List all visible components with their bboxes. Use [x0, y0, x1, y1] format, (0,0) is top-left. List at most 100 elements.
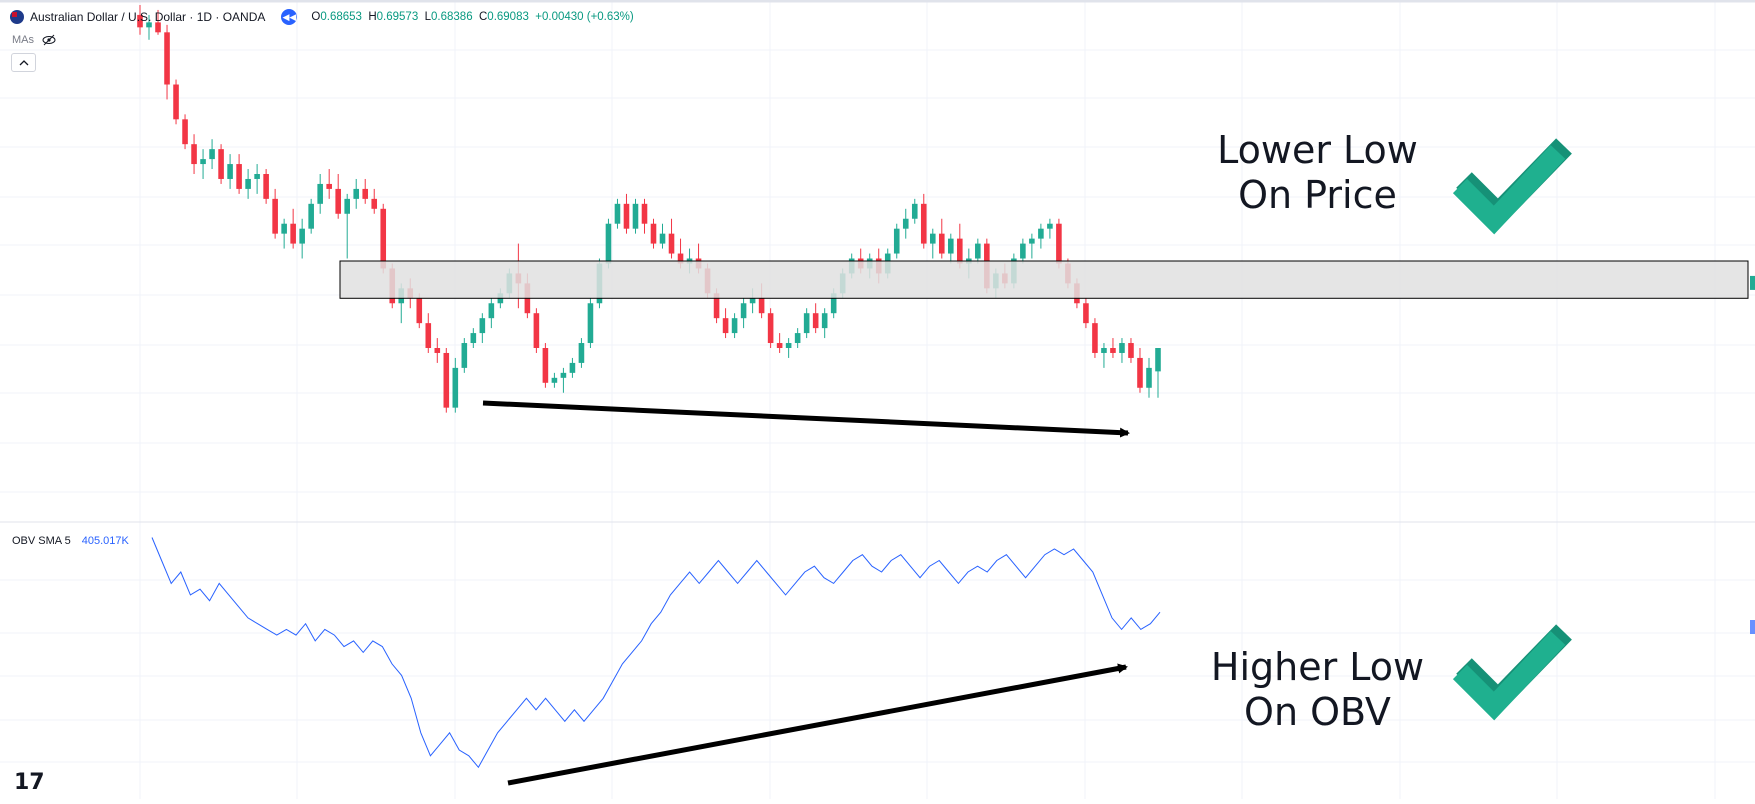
candle-body: [542, 348, 549, 383]
candle-body: [929, 233, 936, 244]
candle-body: [1092, 323, 1098, 353]
candle-body: [182, 119, 188, 145]
replay-icon[interactable]: ◀◀: [281, 9, 298, 25]
candle-body: [740, 303, 747, 319]
candle-body: [668, 233, 675, 254]
obv-name[interactable]: OBV SMA 5: [12, 535, 71, 547]
candle-body: [137, 14, 143, 28]
flag-icon: [10, 10, 24, 24]
candle-body: [209, 149, 215, 160]
checkmarks: [1452, 138, 1572, 721]
collapse-legend-button[interactable]: [11, 53, 36, 72]
candle-body: [587, 303, 594, 344]
candle-body: [308, 203, 314, 229]
candle-body: [443, 352, 450, 408]
symbol-legend: Australian Dollar / U.S. Dollar · 1D · O…: [10, 9, 634, 25]
candle-body: [641, 203, 648, 224]
candle-body: [1110, 348, 1116, 353]
candle-body: [380, 208, 387, 269]
candle-body: [1056, 223, 1062, 264]
candle-body: [677, 253, 684, 264]
candle-body: [578, 343, 585, 363]
candle-body: [218, 149, 224, 179]
price-scale-marker: [1750, 275, 1755, 290]
candle-body: [335, 188, 341, 214]
candle-body: [938, 233, 945, 254]
support-zone-rect: [339, 260, 1749, 299]
candle-body: [659, 233, 666, 244]
candle-body: [146, 22, 152, 28]
candle-body: [1029, 238, 1035, 244]
candle-body: [821, 313, 828, 329]
mas-legend: MAs: [12, 34, 56, 46]
price-pane: [137, 4, 1161, 413]
price-checkmark-icon: [1452, 138, 1572, 235]
candle-body: [794, 333, 801, 344]
candle-body: [362, 188, 369, 199]
eye-slash-icon[interactable]: [42, 34, 56, 46]
candle-body: [434, 348, 441, 353]
candle-body: [1083, 303, 1089, 324]
candle-body: [416, 298, 423, 324]
candle-body: [1047, 223, 1053, 229]
price-lower-low-arrow: [482, 400, 1130, 438]
candle-body: [227, 164, 233, 179]
candle-body: [551, 377, 558, 383]
candle-body: [812, 313, 819, 329]
candle-body: [452, 367, 459, 408]
candle-body: [632, 203, 639, 229]
candle-body: [470, 333, 477, 344]
candle-body: [281, 223, 287, 234]
obv-value: 405.017K: [81, 535, 129, 547]
candle-body: [713, 293, 720, 319]
obv-series-line: [151, 537, 1161, 769]
candle-body: [317, 183, 323, 204]
candle-body: [650, 223, 657, 244]
candle-body: [299, 228, 305, 244]
candle-body: [722, 318, 729, 334]
tradingview-logo-icon[interactable]: 𝟭7: [14, 770, 45, 795]
obv-pane: [151, 537, 1755, 769]
candle-body: [461, 343, 468, 368]
candle-body: [326, 183, 332, 189]
mas-label[interactable]: MAs: [12, 34, 34, 46]
candle-body: [614, 203, 621, 224]
candle-body: [1128, 343, 1134, 358]
candle-body: [272, 198, 278, 234]
candle-body: [1155, 348, 1161, 372]
candle-body: [1101, 348, 1107, 353]
chevron-up-icon: [19, 59, 28, 65]
candle-body: [957, 238, 963, 264]
obv-annotation-line2: On OBV: [1244, 690, 1391, 734]
candle-body: [344, 198, 350, 214]
candle-body: [1020, 243, 1026, 259]
candle-body: [1146, 367, 1152, 388]
obv-higher-low-arrow: [507, 663, 1128, 786]
candle-body: [893, 228, 900, 254]
obv-scale-marker: [1750, 620, 1755, 634]
candle-body: [902, 218, 909, 229]
candle-body: [731, 318, 738, 334]
candle-body: [623, 203, 630, 229]
candle-body: [245, 178, 251, 189]
checkmark-icon: [1452, 145, 1566, 235]
candle-body: [191, 144, 197, 165]
candle-body: [758, 298, 765, 314]
candle-body: [911, 203, 918, 219]
candle-body: [425, 323, 432, 348]
candle-body: [569, 362, 576, 373]
symbol-title[interactable]: Australian Dollar / U.S. Dollar · 1D · O…: [30, 10, 266, 24]
checkmark-icon: [1452, 631, 1566, 721]
candle-body: [1119, 343, 1125, 353]
price-annotation-line2: On Price: [1238, 173, 1397, 217]
obv-annotation: Higher Low On OBV: [1195, 645, 1440, 735]
candle-body: [776, 343, 783, 348]
obv-legend: OBV SMA 5 405.017K: [12, 535, 129, 547]
candle-body: [803, 313, 810, 334]
candle-body: [767, 313, 774, 344]
candle-body: [164, 32, 170, 85]
candle-body: [785, 343, 792, 348]
